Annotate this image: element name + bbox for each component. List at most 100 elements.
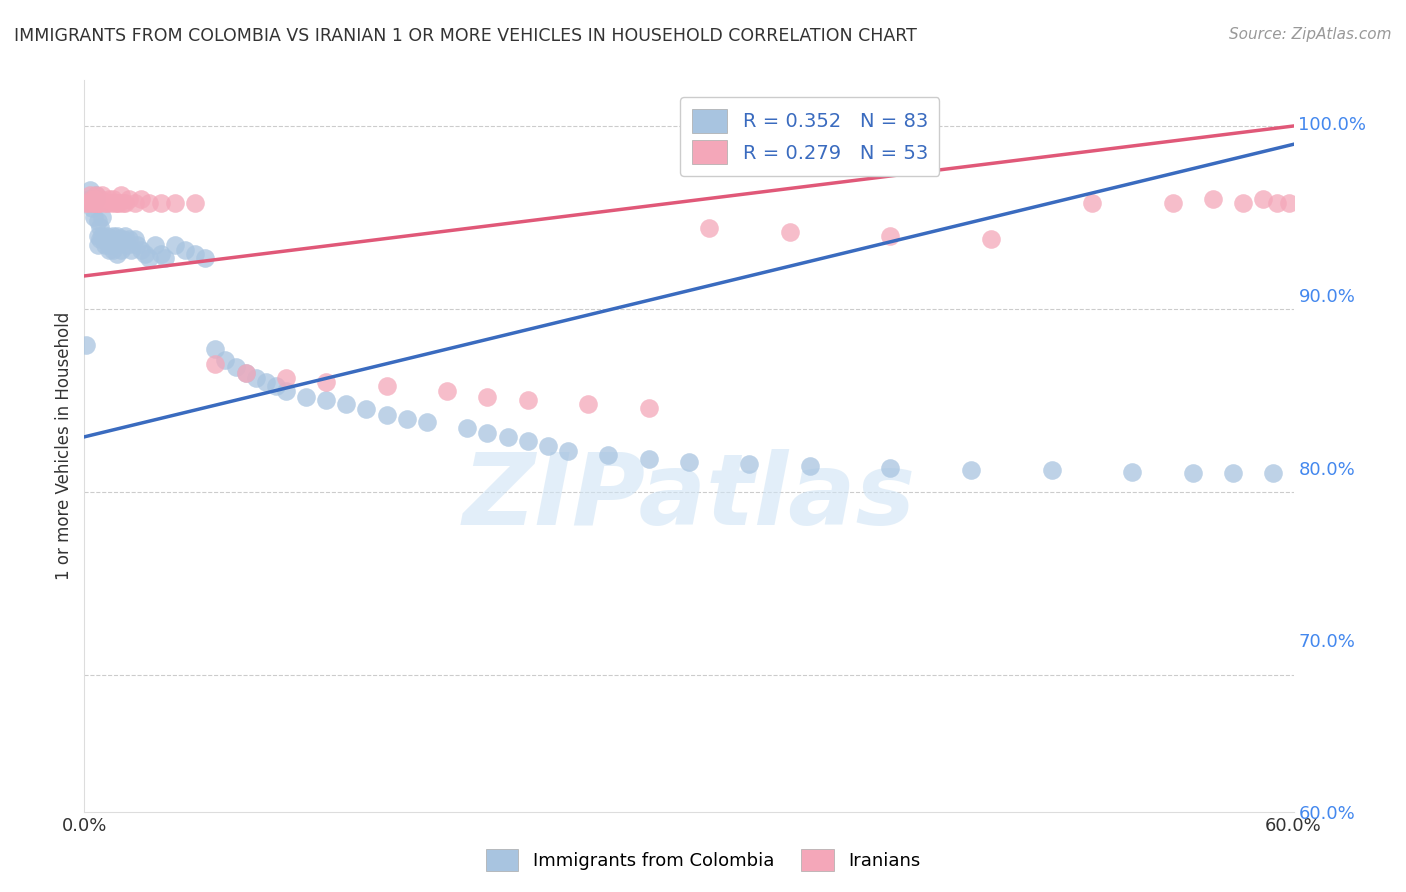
Point xyxy=(143,237,166,252)
Point xyxy=(456,420,478,434)
Point xyxy=(120,244,142,258)
Point xyxy=(149,247,172,261)
Point xyxy=(77,192,100,206)
Point xyxy=(477,390,499,404)
Point xyxy=(124,232,146,246)
Point xyxy=(184,195,207,210)
Point xyxy=(1278,195,1301,210)
Point xyxy=(118,232,141,246)
Point xyxy=(105,247,128,261)
Point xyxy=(375,408,398,422)
Legend: R = 0.352   N = 83, R = 0.279   N = 53: R = 0.352 N = 83, R = 0.279 N = 53 xyxy=(681,97,939,176)
Point xyxy=(1202,192,1225,206)
Point xyxy=(83,195,105,210)
Point xyxy=(97,192,120,206)
Point xyxy=(93,232,115,246)
Point xyxy=(105,228,128,243)
Point xyxy=(1263,467,1285,481)
Point xyxy=(100,237,122,252)
Point xyxy=(204,342,226,356)
Point xyxy=(105,195,128,210)
Point xyxy=(204,357,226,371)
Point xyxy=(557,444,579,458)
Point xyxy=(1161,195,1184,210)
Text: Source: ZipAtlas.com: Source: ZipAtlas.com xyxy=(1229,27,1392,42)
Point xyxy=(245,371,267,385)
Point xyxy=(1232,195,1254,210)
Point xyxy=(395,411,418,425)
Point xyxy=(1253,192,1275,206)
Point xyxy=(1181,467,1204,481)
Point xyxy=(107,195,129,210)
Point xyxy=(118,192,141,206)
Point xyxy=(97,244,120,258)
Point xyxy=(477,426,499,441)
Point xyxy=(138,195,160,210)
Point xyxy=(79,192,101,206)
Point xyxy=(637,401,659,415)
Point xyxy=(274,384,297,399)
Point xyxy=(274,371,297,385)
Point xyxy=(879,461,901,475)
Point xyxy=(89,192,111,206)
Point xyxy=(315,393,337,408)
Point xyxy=(82,192,104,206)
Point xyxy=(114,228,136,243)
Y-axis label: 1 or more Vehicles in Household: 1 or more Vehicles in Household xyxy=(55,312,73,580)
Text: IMMIGRANTS FROM COLOMBIA VS IRANIAN 1 OR MORE VEHICLES IN HOUSEHOLD CORRELATION : IMMIGRANTS FROM COLOMBIA VS IRANIAN 1 OR… xyxy=(14,27,917,45)
Point xyxy=(104,237,127,252)
Point xyxy=(153,251,176,265)
Point xyxy=(110,244,132,258)
Point xyxy=(91,188,114,202)
Point xyxy=(75,195,97,210)
Point xyxy=(87,195,110,210)
Point xyxy=(516,393,538,408)
Point xyxy=(87,214,110,228)
Point xyxy=(129,244,152,258)
Point xyxy=(174,244,197,258)
Point xyxy=(83,195,105,210)
Point xyxy=(779,225,801,239)
Point xyxy=(980,232,1002,246)
Point xyxy=(104,232,127,246)
Point xyxy=(89,195,111,210)
Point xyxy=(149,195,172,210)
Point xyxy=(82,201,104,215)
Point xyxy=(75,338,97,352)
Point xyxy=(111,195,134,210)
Point xyxy=(79,188,101,202)
Point xyxy=(235,366,257,380)
Point xyxy=(114,195,136,210)
Point xyxy=(86,188,108,202)
Point xyxy=(537,439,560,453)
Point xyxy=(96,195,118,210)
Point xyxy=(1040,463,1063,477)
Point xyxy=(295,390,318,404)
Point xyxy=(264,378,287,392)
Point xyxy=(1121,465,1143,479)
Point xyxy=(496,430,519,444)
Point xyxy=(165,237,187,252)
Point xyxy=(87,237,110,252)
Point xyxy=(111,232,134,246)
Point xyxy=(129,192,152,206)
Legend: Immigrants from Colombia, Iranians: Immigrants from Colombia, Iranians xyxy=(478,842,928,879)
Point xyxy=(254,375,277,389)
Point xyxy=(138,251,160,265)
Point xyxy=(86,192,108,206)
Point xyxy=(101,192,124,206)
Point xyxy=(375,378,398,392)
Point xyxy=(101,228,124,243)
Point xyxy=(100,195,122,210)
Point xyxy=(87,195,110,210)
Point xyxy=(100,232,122,246)
Point xyxy=(1267,195,1289,210)
Point xyxy=(83,192,105,206)
Point xyxy=(598,448,620,462)
Point xyxy=(97,237,120,252)
Point xyxy=(89,219,111,234)
Point xyxy=(82,195,104,210)
Point xyxy=(82,195,104,210)
Point xyxy=(315,375,337,389)
Point xyxy=(697,221,720,235)
